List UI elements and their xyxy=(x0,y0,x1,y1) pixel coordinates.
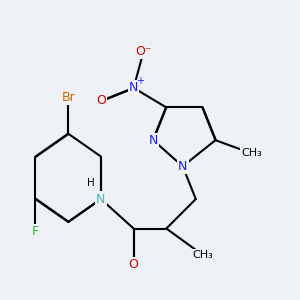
Text: O⁻: O⁻ xyxy=(135,45,152,58)
Text: N: N xyxy=(178,160,188,173)
Text: N: N xyxy=(96,193,106,206)
Text: N: N xyxy=(129,81,138,94)
Text: N: N xyxy=(148,134,158,147)
Text: CH₃: CH₃ xyxy=(192,250,213,260)
Text: F: F xyxy=(32,225,39,238)
Text: O: O xyxy=(129,258,139,271)
Text: Br: Br xyxy=(61,91,75,104)
Text: O: O xyxy=(96,94,106,107)
Text: CH₃: CH₃ xyxy=(241,148,262,158)
Text: +: + xyxy=(136,76,144,86)
Text: H: H xyxy=(87,178,95,188)
